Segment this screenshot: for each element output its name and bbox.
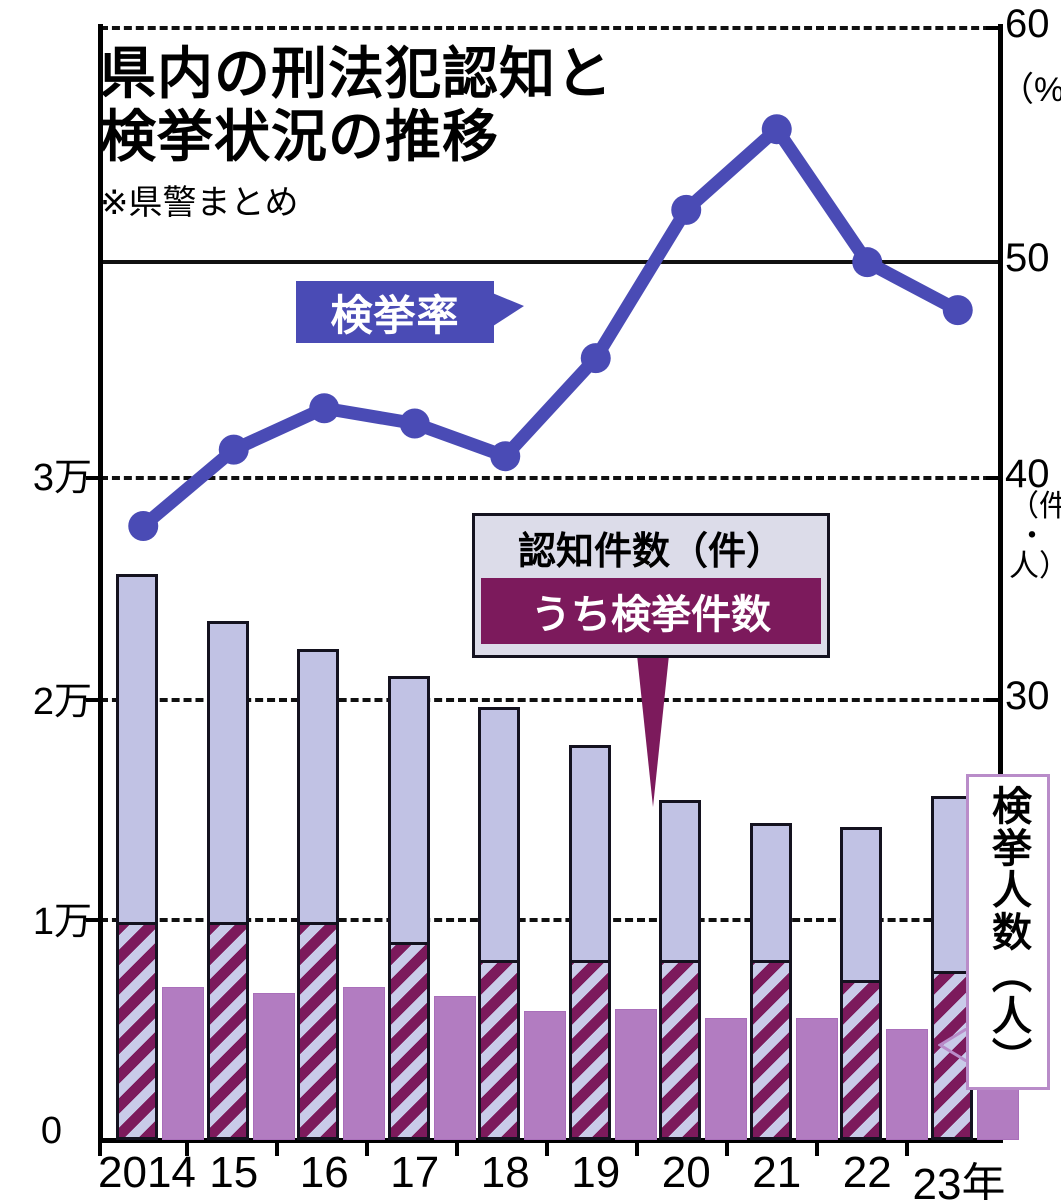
page-title-line1: 県内の刑法犯認知と bbox=[100, 42, 613, 105]
x-axis-label: 17 bbox=[390, 1148, 440, 1197]
bar-persons bbox=[252, 993, 295, 1140]
rate-data-point bbox=[671, 194, 702, 225]
rate-data-point bbox=[218, 434, 249, 465]
rate-data-point bbox=[942, 295, 973, 326]
gridline-10man bbox=[100, 918, 1003, 922]
ylabel-40pct: 40 bbox=[1005, 452, 1050, 496]
x-axis-label: 23年 bbox=[912, 1160, 1006, 1200]
legend-counts-pointer-icon bbox=[637, 655, 669, 807]
x-tick bbox=[725, 1138, 729, 1156]
x-axis-label: 2014 bbox=[98, 1148, 196, 1197]
x-tick bbox=[905, 1138, 909, 1156]
y-tick-left bbox=[86, 698, 100, 702]
x-tick bbox=[98, 1138, 102, 1156]
rate-line bbox=[136, 122, 965, 533]
x-axis-label: 18 bbox=[480, 1148, 530, 1197]
rate-data-point bbox=[128, 510, 159, 541]
ylabel-10000: 1万 bbox=[32, 901, 92, 943]
bar-cleared bbox=[206, 922, 249, 1140]
x-axis-label: 21 bbox=[752, 1148, 802, 1197]
gridline-20man-30pct bbox=[100, 698, 1003, 702]
bar-cleared bbox=[568, 960, 611, 1140]
title-block: 県内の刑法犯認知と 検挙状況の推移 ※県警まとめ bbox=[100, 42, 700, 224]
rate-data-point bbox=[852, 247, 883, 278]
bar-cleared bbox=[387, 942, 430, 1140]
rate-data-point bbox=[490, 441, 521, 472]
bar-persons bbox=[524, 1011, 566, 1140]
legend-persons-label: 検挙人数（人） bbox=[986, 785, 1030, 1079]
unit-part-3: 人） bbox=[1009, 550, 1061, 583]
bar-cleared bbox=[478, 960, 520, 1140]
x-tick bbox=[185, 1138, 189, 1156]
x-tick bbox=[365, 1138, 369, 1156]
x-tick bbox=[545, 1138, 549, 1156]
x-axis bbox=[98, 1138, 1003, 1143]
y-tick-right bbox=[986, 698, 1000, 702]
bar-persons bbox=[795, 1017, 838, 1140]
x-axis-label: 22 bbox=[842, 1148, 892, 1197]
legend-persons-pointer-icon bbox=[938, 1028, 968, 1062]
x-tick bbox=[815, 1138, 819, 1156]
x-tick bbox=[455, 1138, 459, 1156]
bar-cleared bbox=[659, 960, 701, 1140]
y-tick-left bbox=[86, 476, 100, 480]
x-axis-label: 19 bbox=[571, 1148, 621, 1197]
bar-persons bbox=[433, 995, 476, 1140]
bar-cleared bbox=[840, 980, 882, 1140]
y-tick-right bbox=[986, 476, 1000, 480]
page-subtitle: ※県警まとめ bbox=[100, 183, 299, 222]
unit-part-2: ・ bbox=[1017, 520, 1047, 553]
ylabel-60pct: 60 bbox=[1005, 2, 1050, 46]
legend-rate-label: 検挙率 bbox=[330, 291, 460, 339]
rate-data-point bbox=[399, 408, 430, 439]
ylabel-30pct: 30 bbox=[1005, 674, 1050, 718]
legend-rate-pointer-icon bbox=[490, 292, 524, 328]
rate-dots bbox=[128, 114, 973, 541]
unit-part-1: （件 bbox=[1009, 490, 1061, 523]
x-axis-label: 20 bbox=[661, 1148, 711, 1197]
gridline-60pct bbox=[100, 26, 1003, 30]
bar-cleared bbox=[116, 922, 158, 1140]
y-axis-left bbox=[98, 24, 103, 1142]
y-tick-left bbox=[86, 918, 100, 922]
ylabel-50pct: 50 bbox=[1005, 236, 1050, 280]
y-tick-right bbox=[986, 26, 1000, 30]
bar-persons bbox=[343, 986, 385, 1140]
x-axis-label: 16 bbox=[299, 1148, 349, 1197]
rate-data-point bbox=[309, 393, 340, 424]
bar-persons bbox=[705, 1017, 747, 1140]
y-axis-right bbox=[998, 24, 1003, 1142]
x-axis-label: 15 bbox=[209, 1148, 259, 1197]
ylabel-30000: 3万 bbox=[32, 457, 92, 499]
bar-cleared bbox=[749, 960, 792, 1140]
x-tick bbox=[275, 1138, 279, 1156]
page-title-line2: 検挙状況の推移 bbox=[100, 105, 499, 169]
legend-cleared-label: うち検挙件数 bbox=[481, 578, 821, 644]
bar-persons bbox=[614, 1009, 657, 1140]
gridline-50pct bbox=[100, 260, 1003, 264]
legend-persons: 検挙人数（人） bbox=[966, 774, 1050, 1090]
ylabel-0: 0 bbox=[40, 1110, 62, 1152]
legend-rate: 検挙率 bbox=[296, 281, 494, 343]
bar-persons bbox=[162, 986, 204, 1140]
gridline-30man-40pct bbox=[100, 476, 1003, 480]
y-axis-left-unit: （件 ・ 人） bbox=[1009, 490, 1061, 583]
y-axis-right-unit: （%） bbox=[1000, 71, 1061, 109]
y-axis-left-labels: 3万 2万 1万 0 bbox=[0, 0, 96, 1200]
rate-data-point bbox=[580, 343, 611, 374]
x-tick bbox=[635, 1138, 639, 1156]
legend-counts: 認知件数（件） うち検挙件数 bbox=[472, 513, 830, 658]
rate-data-point bbox=[761, 114, 792, 145]
ylabel-20000: 2万 bbox=[32, 681, 92, 723]
legend-recognized-label: 認知件数（件） bbox=[517, 530, 784, 573]
bar-persons bbox=[886, 1029, 928, 1140]
bar-cleared bbox=[297, 922, 339, 1140]
